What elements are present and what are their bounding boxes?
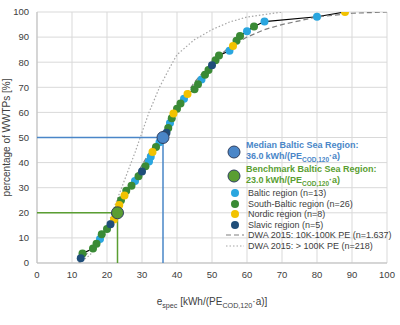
svg-text:20: 20 xyxy=(18,207,29,218)
svg-text:0: 0 xyxy=(24,257,29,268)
svg-text:10: 10 xyxy=(67,269,78,280)
svg-text:30: 30 xyxy=(18,182,29,193)
svg-text:50: 50 xyxy=(207,269,218,280)
html-text:DWA 2015: > 100K PE (n=218): DWA 2015: > 100K PE (n=218) xyxy=(248,240,373,251)
svg-text:0: 0 xyxy=(34,269,39,280)
svg-text:10: 10 xyxy=(18,232,29,243)
html-text:Median Baltic Sea Region:: Median Baltic Sea Region: xyxy=(246,139,359,150)
svg-text:20: 20 xyxy=(102,269,113,280)
svg-text:40: 40 xyxy=(172,269,183,280)
html-text:36.0 kWh/(PECOD,120·a): 36.0 kWh/(PECOD,120·a) xyxy=(246,150,340,163)
svg-text:60: 60 xyxy=(18,107,29,118)
svg-text:100: 100 xyxy=(13,6,29,17)
svg-text:70: 70 xyxy=(18,82,29,93)
html-text:Baltic region (n=13): Baltic region (n=13) xyxy=(248,188,327,199)
html-text:Slavic region (n=5): Slavic region (n=5) xyxy=(248,219,324,230)
svg-text:50: 50 xyxy=(18,132,29,143)
html-text:Benchmark Baltic Sea Region:: Benchmark Baltic Sea Region: xyxy=(246,163,377,174)
html-text:Nordic region (n=8): Nordic region (n=8) xyxy=(248,209,326,220)
svg-text:percentage of WWTPs [%]: percentage of WWTPs [%] xyxy=(8,78,12,196)
svg-text:70: 70 xyxy=(277,269,288,280)
svg-text:90: 90 xyxy=(347,269,358,280)
html-text:23.0 kWh/(PECOD,120·a): 23.0 kWh/(PECOD,120·a) xyxy=(246,174,340,187)
html-text:espec[kWh/(PECOD,120·a)]: espec[kWh/(PECOD,120·a)] xyxy=(156,296,268,310)
svg-text:40: 40 xyxy=(18,157,29,168)
svg-text:90: 90 xyxy=(18,31,29,42)
svg-text:80: 80 xyxy=(312,269,323,280)
html-text:DWA 2015: 10K-100K PE (n=1.637: DWA 2015: 10K-100K PE (n=1.637) xyxy=(248,230,392,241)
svg-text:80: 80 xyxy=(18,57,29,68)
svg-text:100: 100 xyxy=(379,269,392,280)
svg-text:30: 30 xyxy=(137,269,148,280)
svg-text:60: 60 xyxy=(242,269,253,280)
html-text:South-Baltic region (n=26): South-Baltic region (n=26) xyxy=(248,198,353,209)
